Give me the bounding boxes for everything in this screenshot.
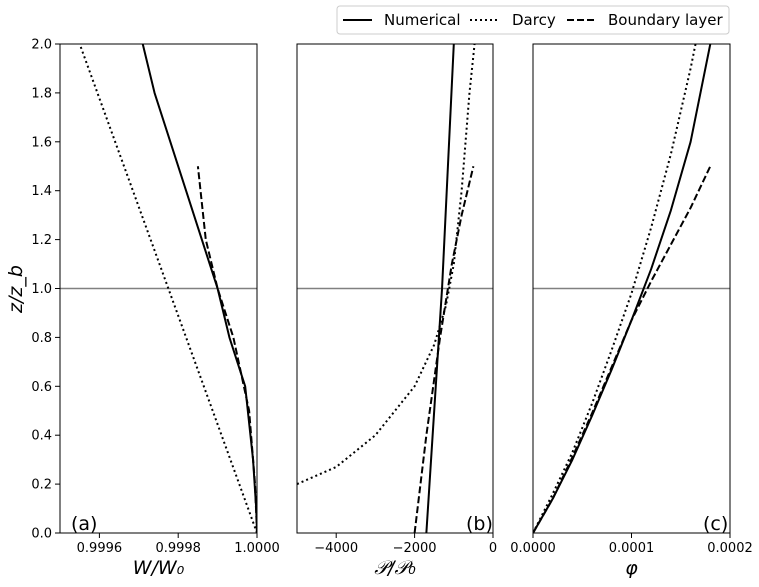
y-tick-label: 2.0	[31, 38, 52, 53]
x-axis-title: 𝒫/𝒫₀	[374, 557, 416, 579]
x-tick-label: 0.0000	[510, 541, 556, 556]
x-tick-label: −2000	[393, 541, 437, 556]
y-tick-label: 0.6	[31, 380, 52, 395]
series-numerical	[141, 44, 257, 533]
y-tick-label: 1.0	[31, 282, 52, 297]
y-tick-label: 1.4	[31, 184, 52, 199]
y-axis-title: z/z_b	[5, 265, 27, 314]
y-tick-label: 1.6	[31, 135, 52, 150]
x-axis-title: W/W₀	[133, 557, 185, 579]
legend-label-boundary-layer: Boundary layer	[608, 11, 723, 29]
x-tick-label: 0.9996	[77, 541, 123, 556]
series-boundary-layer	[533, 165, 712, 533]
legend-label-darcy: Darcy	[512, 11, 556, 29]
y-tick-label: 0.8	[31, 331, 52, 346]
x-tick-label: 0.9998	[155, 541, 201, 556]
panel-label: (c)	[703, 513, 728, 535]
panel-a: 0.9996 0.9998 1.0000 0.0 0.2 0.4 0.6 0.8 1.0 1.2 1…	[31, 38, 279, 580]
y-tick-label: 0.2	[31, 478, 52, 493]
axes-frame	[296, 43, 494, 534]
x-tick-label: 0.0001	[609, 541, 655, 556]
panel-b: −4000 −2000 0 (b) 𝒫/𝒫₀	[296, 43, 497, 579]
y-tick-label: 0.0	[31, 527, 52, 542]
panel-label: (a)	[71, 513, 97, 535]
series-darcy	[533, 44, 697, 533]
x-tick-label: −4000	[314, 541, 358, 556]
x-tick-label: 0.0002	[707, 541, 753, 556]
series-boundary-layer	[413, 166, 475, 533]
panel-label: (b)	[466, 513, 493, 535]
series-darcy	[78, 44, 257, 533]
series-numerical	[425, 44, 455, 533]
x-tick-label: 1.0000	[234, 541, 280, 556]
legend: Numerical Darcy Boundary layer	[336, 5, 730, 35]
legend-label-numerical: Numerical	[384, 11, 461, 29]
series-boundary-layer	[196, 166, 257, 533]
series-darcy	[297, 44, 476, 486]
y-tick-label: 0.4	[31, 429, 52, 444]
y-tick-label: 1.2	[31, 233, 52, 248]
x-tick-label: 0	[489, 541, 497, 556]
legend-box	[336, 5, 730, 35]
panel-c: 0.0000 0.0001 0.0002 (c) φ	[510, 43, 753, 579]
y-tick-label: 1.8	[31, 86, 52, 101]
x-axis-title: φ	[625, 557, 638, 579]
